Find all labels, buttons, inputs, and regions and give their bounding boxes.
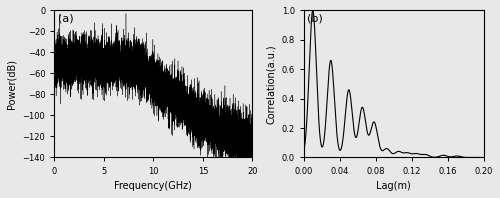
Y-axis label: Power(dB): Power(dB) bbox=[7, 59, 17, 109]
Text: (a): (a) bbox=[58, 13, 74, 23]
X-axis label: Lag(m): Lag(m) bbox=[376, 181, 411, 191]
X-axis label: Frequency(GHz): Frequency(GHz) bbox=[114, 181, 192, 191]
Text: (b): (b) bbox=[308, 13, 323, 23]
Y-axis label: Correlation(a.u.): Correlation(a.u.) bbox=[266, 44, 276, 124]
